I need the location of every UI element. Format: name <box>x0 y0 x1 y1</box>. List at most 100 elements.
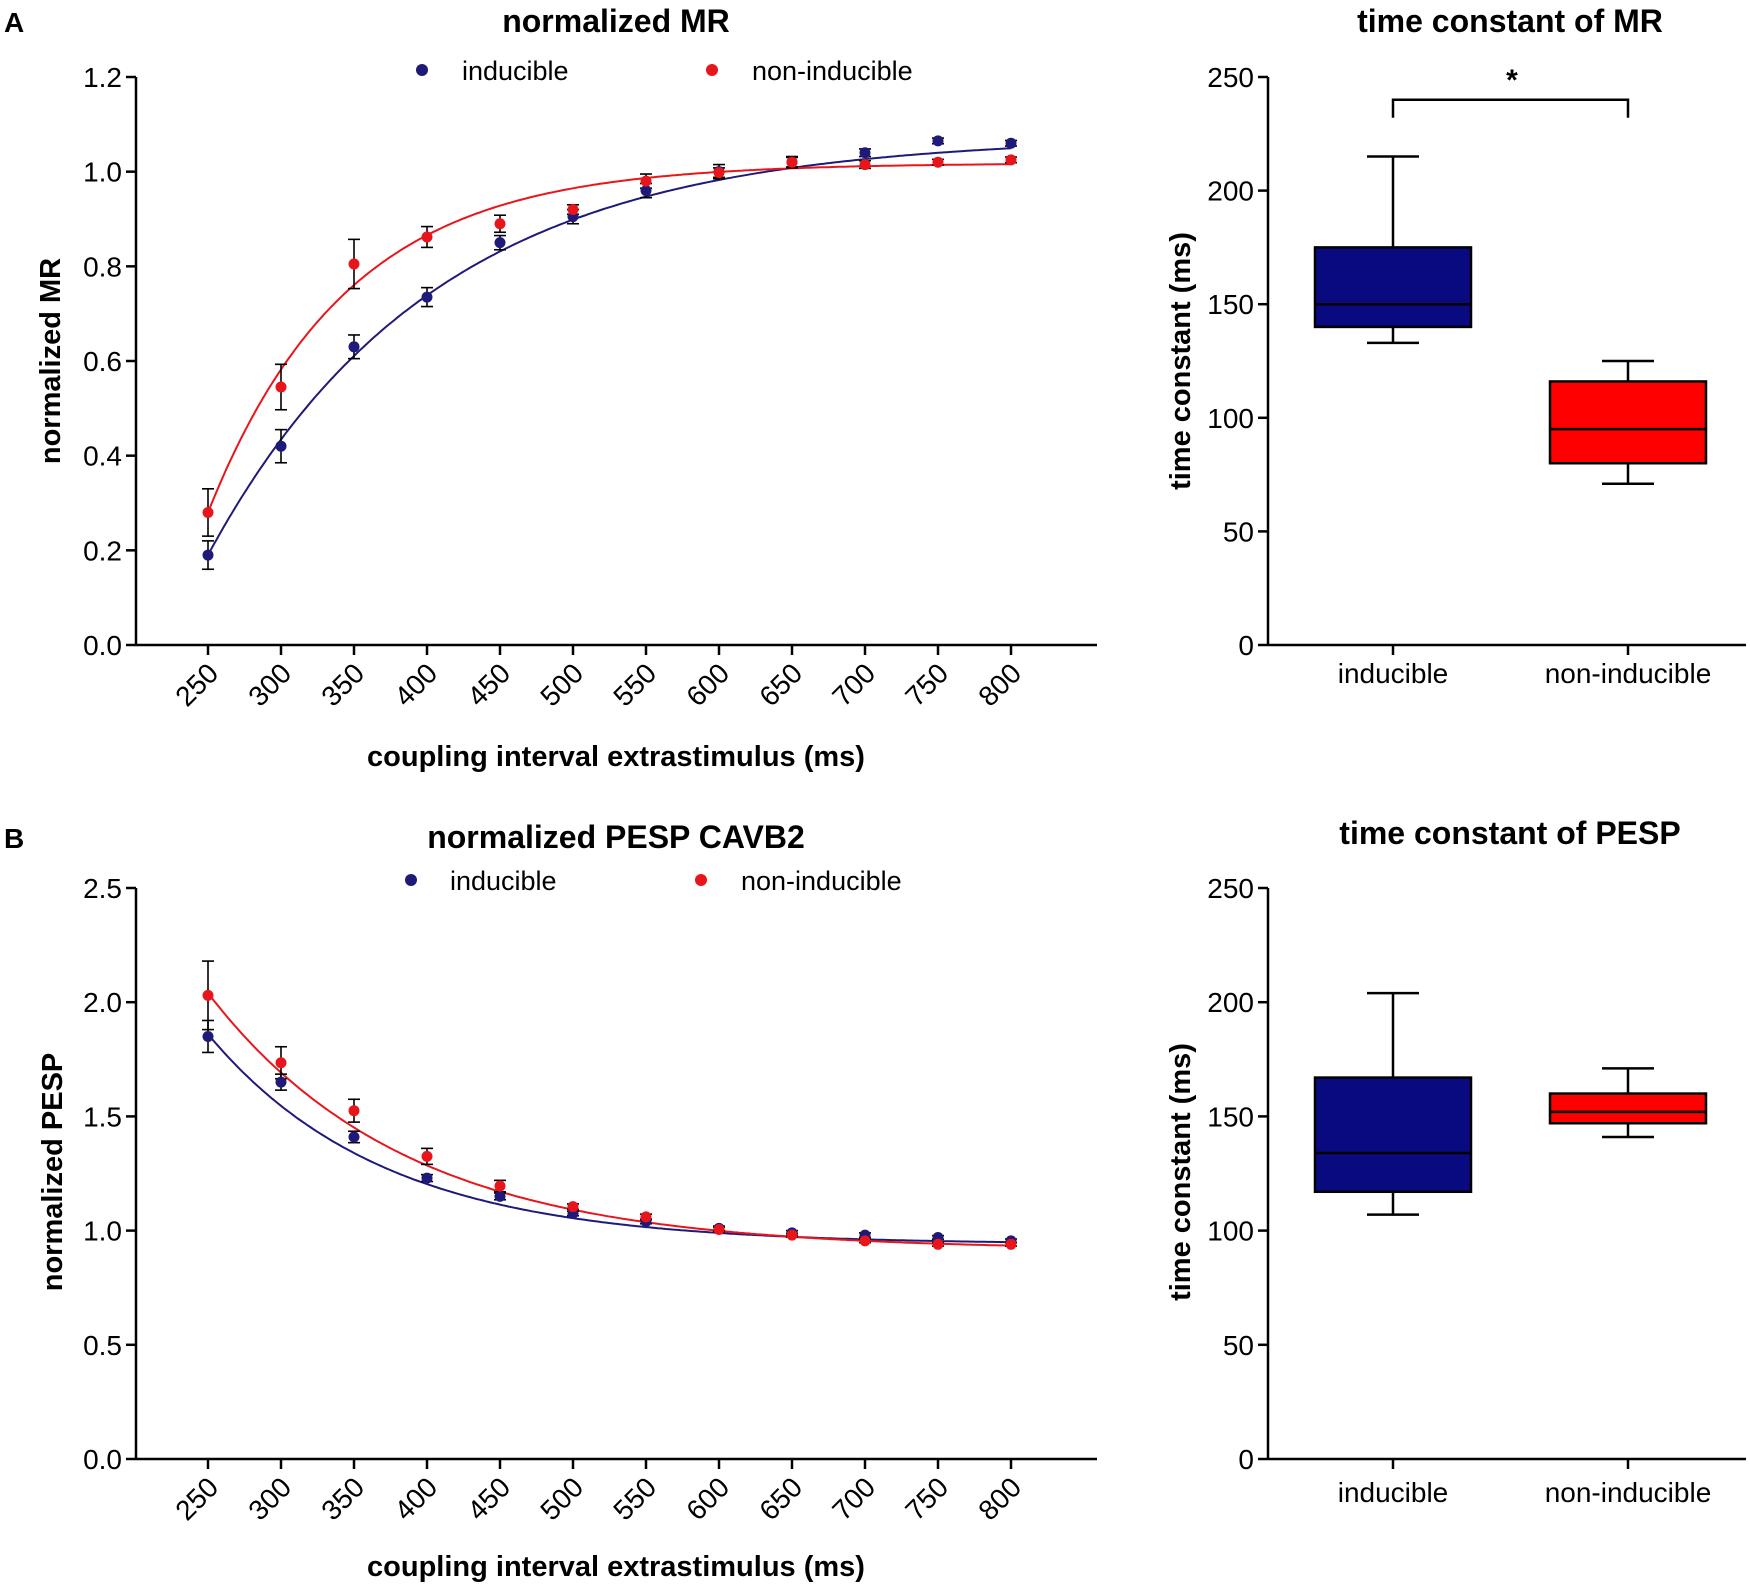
x-tick-label: 350 <box>315 657 370 712</box>
point-inducible <box>348 1131 360 1143</box>
chart-time-constant-mr: time constant of MR 0 50 100 150 200 250 * in… <box>1165 3 1746 689</box>
point-non-inducible <box>786 1229 798 1241</box>
point-non-inducible <box>786 156 798 168</box>
point-inducible <box>202 1030 214 1042</box>
x-tick-label: 300 <box>242 657 297 712</box>
y-tick-label: 2.0 <box>83 987 122 1018</box>
y-tick-label: 200 <box>1207 176 1254 207</box>
y-tick-label: 0 <box>1238 1444 1254 1475</box>
point-non-inducible <box>932 156 944 168</box>
x-tick-label: 400 <box>388 657 443 712</box>
x-tick-label: 650 <box>753 657 808 712</box>
boxes <box>1313 155 1708 485</box>
point-inducible <box>421 1172 433 1184</box>
panel-label-a: A <box>4 7 24 38</box>
legend: inducible non-inducible <box>416 56 913 86</box>
data-points <box>202 989 1017 1250</box>
error-bars <box>202 137 1017 571</box>
x-tick-label: 400 <box>388 1471 443 1526</box>
y-tick-label: 0 <box>1238 630 1254 661</box>
y-tick-label: 0.5 <box>83 1330 122 1361</box>
point-non-inducible <box>1005 1238 1017 1250</box>
data-points <box>202 135 1017 561</box>
box-iqr <box>1548 1092 1708 1125</box>
x-tick-label: 250 <box>169 1471 224 1526</box>
point-non-inducible <box>1005 154 1017 166</box>
x-tick-label: 650 <box>753 1471 808 1526</box>
x-tick-label: 600 <box>680 1471 735 1526</box>
point-non-inducible <box>348 1105 360 1117</box>
point-non-inducible <box>421 231 433 243</box>
y-axis-ticks: 0 50 100 150 200 250 <box>1207 62 1630 661</box>
error-bars <box>202 960 1017 1247</box>
legend: inducible non-inducible <box>405 866 902 896</box>
legend-label-inducible: inducible <box>450 866 557 896</box>
point-non-inducible <box>567 204 579 216</box>
fit-curves <box>207 147 1012 556</box>
x-tick-label: 550 <box>607 1471 662 1526</box>
y-tick-label: 0.0 <box>83 1444 122 1475</box>
point-non-inducible <box>713 1223 725 1235</box>
fit-curve-non-inducible <box>207 163 1011 513</box>
bracket-line <box>1391 98 1630 118</box>
x-tick-label: 250 <box>169 657 224 712</box>
point-non-inducible <box>859 159 871 171</box>
chart-title: time constant of PESP <box>1339 815 1680 851</box>
point-non-inducible <box>202 506 214 518</box>
point-inducible <box>640 185 652 197</box>
significance-label: * <box>1506 64 1518 97</box>
chart-normalized-mr: normalized MR inducible non-inducible 0.… <box>35 3 1097 773</box>
significance-bracket <box>1391 98 1630 118</box>
legend-marker-non-inducible <box>706 64 718 76</box>
chart-time-constant-pesp: time constant of PESP 0 50 100 150 200 250 in… <box>1165 815 1746 1508</box>
y-tick-label: 1.5 <box>83 1101 122 1132</box>
chart-title: normalized MR <box>502 3 730 39</box>
y-axis-ticks: 0.0 0.2 0.4 0.6 0.8 1.0 1.2 <box>83 62 136 661</box>
fit-curve-non-inducible <box>207 992 1011 1247</box>
category-label-non-inducible: non-inducible <box>1545 1477 1712 1508</box>
fit-curve-inducible <box>207 147 1012 556</box>
point-inducible <box>859 147 871 159</box>
box-non-inducible <box>1548 1067 1708 1139</box>
y-tick-label: 0.4 <box>83 441 122 472</box>
x-axis-title: coupling interval extrastimulus (ms) <box>367 1551 865 1583</box>
chart-title: time constant of MR <box>1357 3 1663 39</box>
box-iqr <box>1313 1076 1473 1194</box>
y-tick-label: 2.5 <box>83 873 122 904</box>
point-inducible <box>275 440 287 452</box>
x-tick-label: 800 <box>972 1471 1027 1526</box>
point-non-inducible <box>275 1057 287 1069</box>
legend-label-inducible: inducible <box>462 56 569 86</box>
point-non-inducible <box>567 1201 579 1213</box>
point-inducible <box>421 291 433 303</box>
point-non-inducible <box>640 175 652 187</box>
category-label-inducible: inducible <box>1338 1477 1449 1508</box>
y-tick-label: 0.2 <box>83 535 122 566</box>
point-inducible <box>1005 137 1017 149</box>
x-tick-label: 600 <box>680 657 735 712</box>
point-non-inducible <box>494 1180 506 1192</box>
y-axis-ticks: 0 50 100 150 200 250 <box>1207 873 1630 1475</box>
point-non-inducible <box>202 989 214 1001</box>
x-tick-label: 700 <box>826 1471 881 1526</box>
legend-marker-non-inducible <box>695 874 707 886</box>
legend-marker-inducible <box>416 64 428 76</box>
x-tick-label: 500 <box>534 1471 589 1526</box>
y-tick-label: 0.6 <box>83 346 122 377</box>
x-tick-label: 550 <box>607 657 662 712</box>
point-inducible <box>275 1076 287 1088</box>
fit-curves <box>207 992 1012 1247</box>
box-non-inducible <box>1548 359 1708 485</box>
y-tick-label: 150 <box>1207 1101 1254 1132</box>
x-tick-label: 300 <box>242 1471 297 1526</box>
legend-marker-inducible <box>405 874 417 886</box>
point-inducible <box>494 1190 506 1202</box>
y-tick-label: 1.2 <box>83 62 122 93</box>
point-inducible <box>494 237 506 249</box>
legend-label-non-inducible: non-inducible <box>741 866 902 896</box>
x-axis-title: coupling interval extrastimulus (ms) <box>367 741 865 773</box>
y-axis-title: time constant (ms) <box>1165 1043 1197 1301</box>
x-tick-label: 350 <box>315 1471 370 1526</box>
y-axis-title: normalized MR <box>35 258 67 464</box>
